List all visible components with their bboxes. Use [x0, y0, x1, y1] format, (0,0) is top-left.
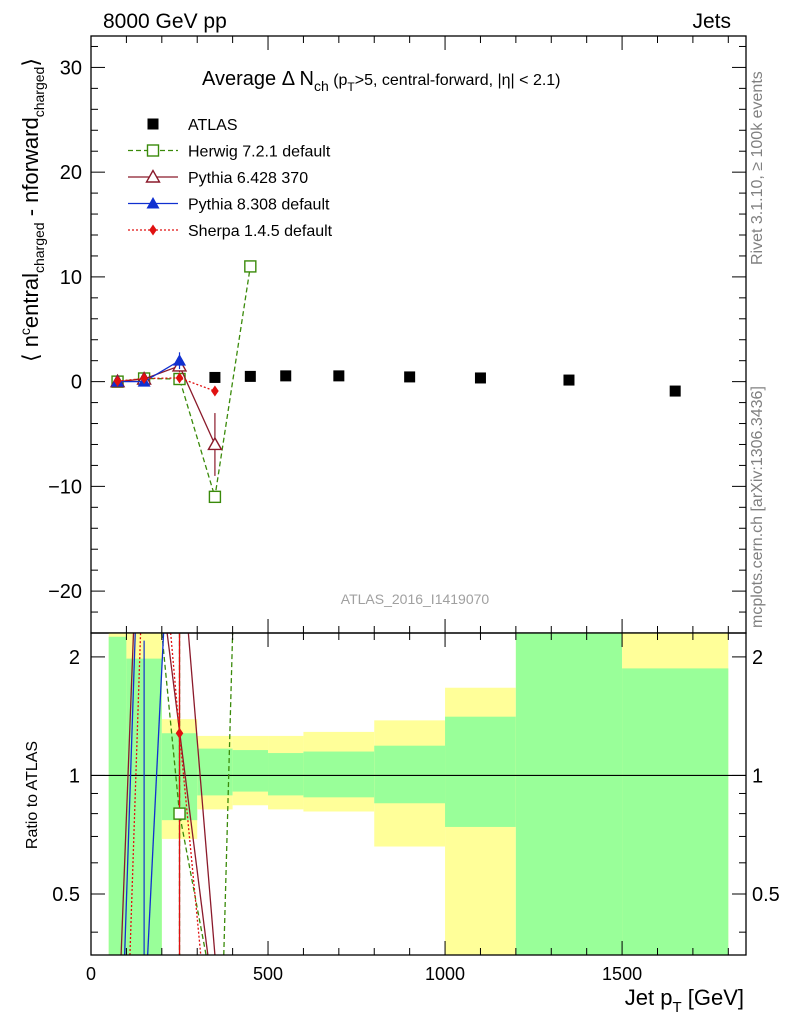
series-line-sherpa-1-4-5-default [117, 377, 216, 392]
ratio-tick-label-left: 0.5 [52, 884, 80, 906]
point-atlas [563, 374, 575, 386]
ratio-line-pythia-8-308-default [123, 633, 136, 955]
point-herwig-7-2-1-default [208, 490, 222, 504]
y-tick-label: 10 [60, 267, 82, 289]
ratio-line-pythia-8-308-default [146, 633, 165, 955]
ratio-band-inner [197, 748, 233, 796]
legend-marker-atlas [147, 118, 159, 130]
point-pythia-6-428-370 [207, 436, 223, 451]
point-sherpa-1-4-5-default [113, 375, 122, 387]
legend-label-pythia-6-428-370: Pythia 6.428 370 [188, 170, 308, 187]
point-atlas [474, 372, 486, 384]
legend-label-herwig-7-2-1-default: Herwig 7.2.1 default [188, 144, 331, 161]
ratio-tick-label-right: 0.5 [752, 884, 780, 906]
ratio-line-herwig-7-2-1-default [223, 633, 234, 955]
y-tick-label: −10 [48, 476, 82, 498]
main-series [109, 260, 681, 504]
ratio-band-inner [374, 745, 446, 804]
legend-label-sherpa-1-4-5-default: Sherpa 1.4.5 default [188, 223, 333, 240]
rivet-version-label: Rivet 3.1.10, ≥ 100k events [749, 71, 766, 265]
y-tick-label: 20 [60, 162, 82, 184]
point-atlas [669, 385, 681, 397]
y-tick-label: 30 [60, 57, 82, 79]
point-atlas [209, 371, 221, 383]
x-tick-label: 500 [253, 964, 283, 984]
ratio-band-inner [268, 753, 304, 796]
ratio-band-inner [303, 751, 375, 798]
point-sherpa-1-4-5-default [140, 372, 148, 384]
legend-label-pythia-8-308-default: Pythia 8.308 default [188, 197, 330, 214]
y-axis-label: ⟨ ncentralcharged - nforwardcharged⟩ [17, 58, 47, 362]
legend-marker-herwig-7-2-1-default [146, 144, 160, 157]
mcplots-reference-label: mcplots.cern.ch [arXiv:1306.3436] [749, 386, 766, 628]
header-process-label: Jets [692, 10, 731, 33]
x-axis-label: Jet pT [GeV] [625, 985, 744, 1016]
y-tick-label: −20 [48, 581, 82, 603]
legend-marker-pythia-8-308-default [146, 197, 160, 209]
point-pythia-8-308-default [173, 354, 187, 366]
legend: ATLAS Herwig 7.2.1 default Pythia 6.428 37… [128, 117, 333, 240]
point-sherpa-1-4-5-default [175, 372, 184, 384]
legend-marker-pythia-6-428-370 [145, 169, 161, 183]
ratio-tick-label-right: 1 [752, 765, 763, 787]
main-panel [90, 35, 747, 634]
point-atlas [280, 370, 292, 382]
ratio-band-inner [445, 716, 516, 827]
ratio-frame [90, 632, 747, 956]
ratio-line-herwig-7-2-1-default [161, 633, 207, 955]
legend-marker-sherpa-1-4-5-default [149, 224, 157, 236]
ratio-marker-herwig-7-2-1-default [173, 807, 186, 820]
y-tick-label: 0 [71, 372, 82, 394]
x-tick-label: 1000 [425, 964, 465, 984]
point-herwig-7-2-1-default [244, 260, 257, 273]
point-atlas [404, 371, 416, 383]
ratio-band-inner [232, 750, 269, 792]
legend-label-atlas: ATLAS [188, 117, 238, 134]
ratio-panel [90, 632, 747, 956]
x-tick-label: 1500 [602, 964, 642, 984]
ratio-tick-label-left: 2 [69, 647, 80, 669]
ratio-line-sherpa-1-4-5-default [129, 633, 142, 955]
ratio-marker-sherpa-1-4-5-default [175, 727, 184, 739]
ratio-tick-label-right: 2 [752, 647, 763, 669]
chart-title: Average Δ Nch (pT>5, central-forward, |η… [202, 68, 561, 94]
analysis-id-label: ATLAS_2016_I1419070 [341, 591, 490, 607]
x-tick-label: 0 [86, 964, 96, 984]
ratio-line-pythia-6-428-370 [166, 633, 209, 955]
ratio-band-inner [515, 633, 623, 955]
ratio-band-inner [622, 668, 729, 955]
ratio-line-pythia-6-428-370 [120, 633, 135, 955]
point-atlas [333, 370, 345, 382]
ratio-band-inner [108, 636, 127, 955]
point-sherpa-1-4-5-default [211, 385, 219, 397]
ratio-line-pythia-6-428-370 [187, 633, 216, 955]
point-atlas [244, 370, 256, 382]
ratio-curves [120, 633, 234, 955]
ratio-y-axis-label: Ratio to ATLAS [24, 741, 41, 849]
ratio-tick-label-left: 1 [69, 765, 80, 787]
header-energy-label: 8000 GeV pp [103, 10, 227, 33]
